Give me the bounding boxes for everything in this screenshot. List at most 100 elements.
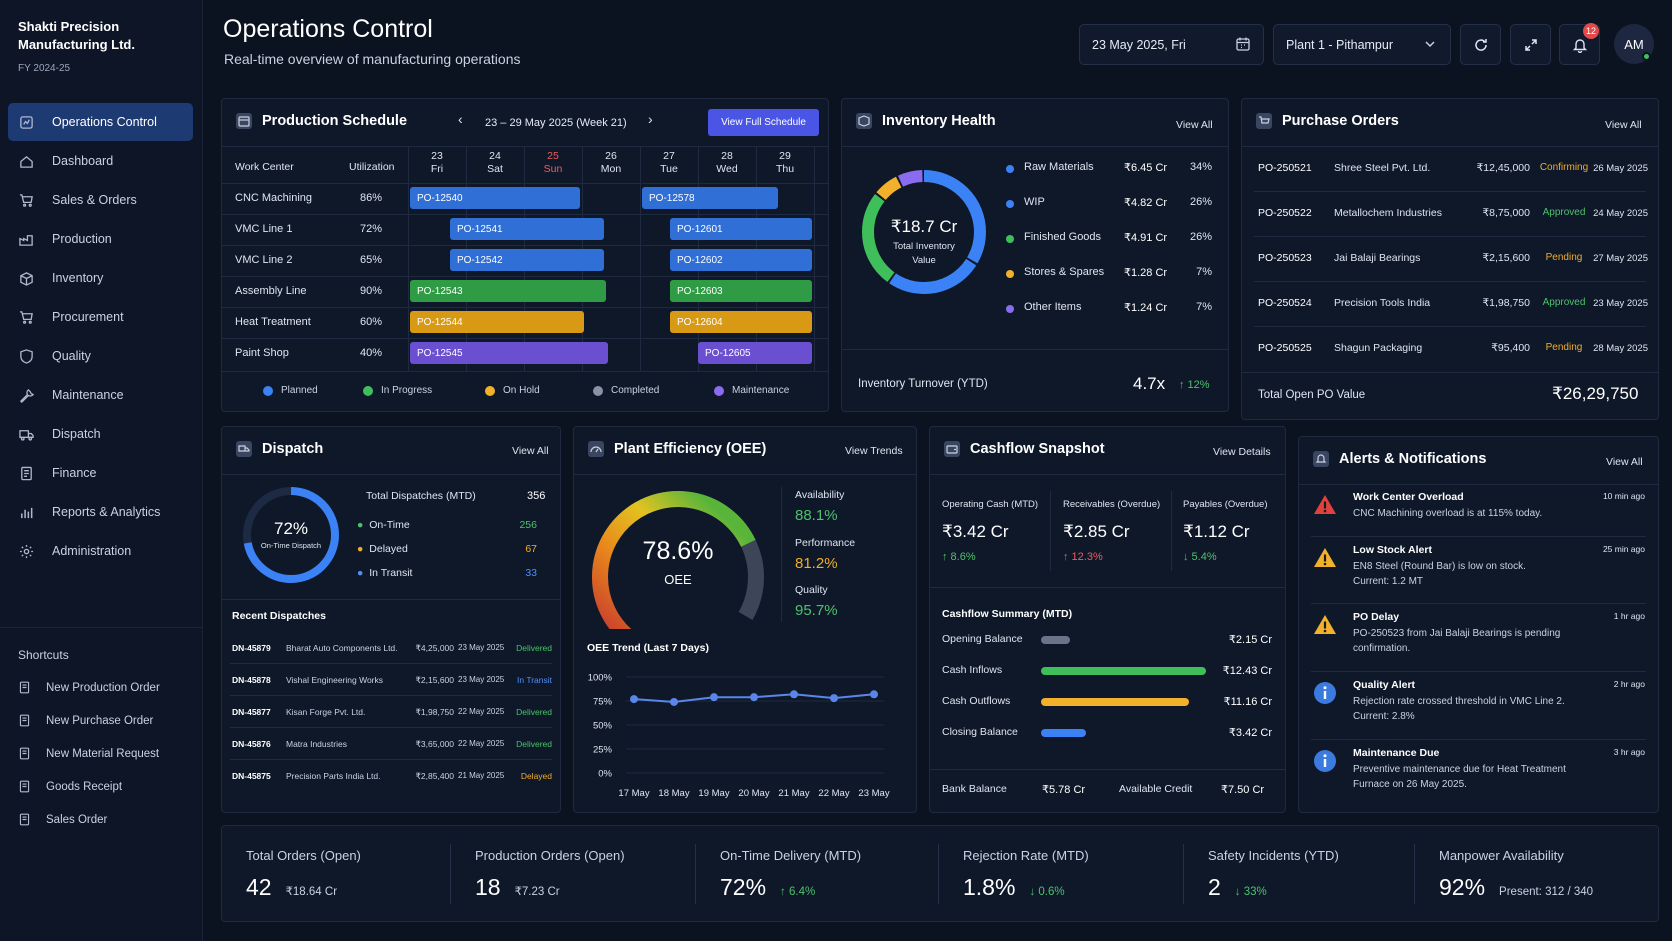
shortcut-new-purchase-order[interactable]: New Purchase Order <box>18 714 153 728</box>
alert-time: 25 min ago <box>1602 544 1645 554</box>
sidebar-item-dispatch[interactable]: Dispatch <box>8 415 193 453</box>
day-number: 26 <box>605 150 617 162</box>
sidebar-item-sales-orders[interactable]: Sales & Orders <box>8 181 193 219</box>
utilization-value: 40% <box>360 347 383 359</box>
total-dispatches-value: 356 <box>527 490 546 502</box>
dispatch-view-all-link[interactable]: View All <box>512 445 549 457</box>
schedule-bar[interactable]: PO-12544 <box>410 311 584 333</box>
schedule-bar[interactable]: PO-12545 <box>410 342 608 364</box>
sidebar-item-procurement[interactable]: Procurement <box>8 298 193 336</box>
work-center-name: Paint Shop <box>235 347 289 359</box>
chevron-left-icon[interactable]: ‹ <box>458 111 463 127</box>
schedule-bar[interactable]: PO-12604 <box>670 311 812 333</box>
schedule-bar[interactable]: PO-12542 <box>450 249 604 271</box>
view-full-schedule-button[interactable]: View Full Schedule <box>708 109 819 136</box>
dispatch-customer: Kisan Forge Pvt. Ltd. <box>286 707 366 717</box>
shortcut-label: New Production Order <box>46 682 160 694</box>
schedule-bar[interactable]: PO-12540 <box>410 187 580 209</box>
po-amount: ₹12,45,000 <box>1476 162 1530 174</box>
legend-dot <box>1006 200 1014 208</box>
kpi-label: Manpower Availability <box>1439 848 1564 863</box>
factory-icon <box>18 231 34 247</box>
sidebar-item-label: Inventory <box>52 271 104 285</box>
alert-text: EN8 Steel (Round Bar) is low on stock. <box>1353 561 1526 572</box>
dispatch-customer: Matra Industries <box>286 739 347 749</box>
x-tick-label: 23 May <box>858 788 889 799</box>
document-icon <box>18 681 32 695</box>
oee-view-trends-link[interactable]: View Trends <box>845 445 903 457</box>
avatar[interactable]: AM <box>1614 24 1654 64</box>
legend-label: Planned <box>281 385 318 396</box>
inventory-view-all-link[interactable]: View All <box>1176 119 1213 131</box>
dispatch-amount: ₹2,85,400 <box>415 771 455 781</box>
cashflow-view-details-link[interactable]: View Details <box>1213 446 1271 458</box>
sidebar: Shakti Precision Manufacturing Ltd. FY 2… <box>0 0 203 941</box>
info-icon <box>1313 749 1337 773</box>
schedule-bar[interactable]: PO-12541 <box>450 218 604 240</box>
warning-icon <box>1313 613 1337 637</box>
inventory-item-pct: 7% <box>1196 266 1212 278</box>
schedule-bar[interactable]: PO-12543 <box>410 280 606 302</box>
inventory-item-value: ₹6.45 Cr <box>1124 162 1168 174</box>
sidebar-item-administration[interactable]: Administration <box>8 532 193 570</box>
sidebar-item-dashboard[interactable]: Dashboard <box>8 142 193 180</box>
schedule-bar[interactable]: PO-12602 <box>670 249 812 271</box>
day-header: 27 Tue <box>641 150 697 176</box>
sidebar-item-production[interactable]: Production <box>8 220 193 258</box>
kpi-label: Safety Incidents (YTD) <box>1208 848 1339 863</box>
home-icon <box>18 153 34 169</box>
utilization-value: 90% <box>360 285 383 297</box>
sidebar-item-reports-analytics[interactable]: Reports & Analytics <box>8 493 193 531</box>
inventory-item-pct: 26% <box>1189 196 1212 208</box>
box-icon <box>18 270 34 286</box>
sidebar-item-label: Quality <box>52 349 91 363</box>
po-vendor: Metallochem Industries <box>1334 207 1442 219</box>
day-header: 23 Fri <box>409 150 465 176</box>
production-schedule-title: Production Schedule <box>262 113 408 129</box>
kpi-sub: ₹18.64 Cr <box>285 886 338 898</box>
sidebar-item-inventory[interactable]: Inventory <box>8 259 193 297</box>
schedule-bar[interactable]: PO-12601 <box>670 218 812 240</box>
date-picker[interactable]: 23 May 2025, Fri <box>1079 24 1264 65</box>
kpi-sub: ₹7.23 Cr <box>514 886 560 898</box>
sidebar-item-maintenance[interactable]: Maintenance <box>8 376 193 414</box>
shortcut-new-material-request[interactable]: New Material Request <box>18 747 159 761</box>
day-name: Thu <box>775 163 795 175</box>
sidebar-item-quality[interactable]: Quality <box>8 337 193 375</box>
chevron-right-icon[interactable]: › <box>648 111 653 127</box>
notification-badge: 12 <box>1583 23 1599 39</box>
shortcut-new-production-order[interactable]: New Production Order <box>18 681 160 695</box>
utilization-value: 60% <box>360 316 383 328</box>
x-tick-label: 17 May <box>618 788 649 799</box>
inventory-donut <box>862 170 986 294</box>
shortcut-sales-order[interactable]: Sales Order <box>18 813 107 827</box>
schedule-bar[interactable]: PO-12603 <box>670 280 812 302</box>
alerts-view-all-link[interactable]: View All <box>1606 456 1643 468</box>
dispatch-id: DN-45876 <box>232 739 271 749</box>
shortcut-goods-receipt[interactable]: Goods Receipt <box>18 780 122 794</box>
row-divider <box>230 759 552 760</box>
alert-time: 2 hr ago <box>1613 679 1645 689</box>
sidebar-item-finance[interactable]: Finance <box>8 454 193 492</box>
schedule-bar[interactable]: PO-12605 <box>698 342 812 364</box>
purchase-orders-header: Purchase Orders <box>1256 113 1399 129</box>
notifications-button[interactable] <box>1559 24 1600 65</box>
availability-label: Availability <box>795 489 845 501</box>
dispatch-customer: Vishal Engineering Works <box>286 675 384 685</box>
fullscreen-button[interactable] <box>1510 24 1551 65</box>
refresh-button[interactable] <box>1460 24 1501 65</box>
legend-dot <box>1006 165 1014 173</box>
document-icon <box>18 465 34 481</box>
inventory-item-value: ₹1.28 Cr <box>1124 267 1168 279</box>
sidebar-item-label: Operations Control <box>52 115 157 129</box>
receivables-change: ↑ 12.3% <box>1063 551 1103 563</box>
purchase-view-all-link[interactable]: View All <box>1605 119 1642 131</box>
bar-chart-icon <box>18 504 34 520</box>
schedule-bar[interactable]: PO-12578 <box>642 187 778 209</box>
plant-select[interactable]: Plant 1 - Pithampur <box>1273 24 1451 65</box>
status-dot: ● <box>357 543 364 555</box>
kpi-value-group: 1.8% ↓ 0.6% <box>963 874 1065 901</box>
donut-segment <box>862 170 986 294</box>
sidebar-item-operations-control[interactable]: Operations Control <box>8 103 193 141</box>
kpi-value-group: 92% Present: 312 / 340 <box>1439 874 1593 901</box>
